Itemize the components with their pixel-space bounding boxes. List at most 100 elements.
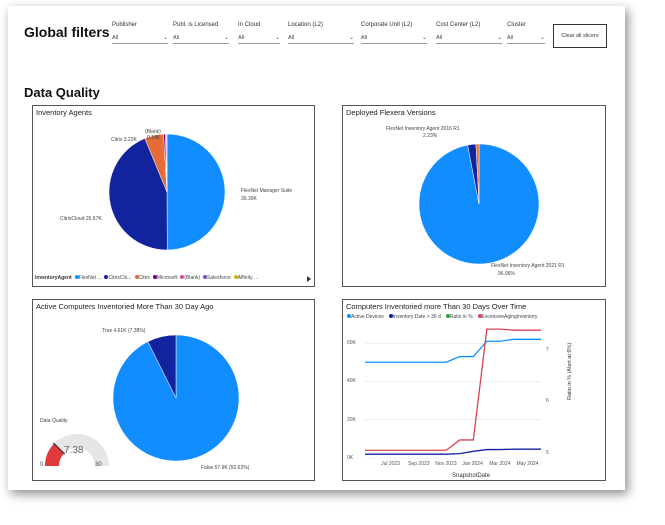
filter-0[interactable]: Publisher All ⌄ xyxy=(112,22,168,44)
filter-1[interactable]: Publ. is Licensed All ⌄ xyxy=(173,22,229,44)
pie-slice[interactable] xyxy=(475,143,480,205)
label-citrix: Citrix 3.22K xyxy=(111,137,137,143)
legend-label: Salesforce xyxy=(207,275,231,281)
legend-next-icon[interactable] xyxy=(306,276,312,282)
x-tick-label: Jul 2023 xyxy=(381,461,400,467)
filter-label: Cluster xyxy=(507,22,527,28)
chevron-down-icon: ⌄ xyxy=(162,35,168,41)
filter-value: All xyxy=(112,34,119,41)
legend-item[interactable]: Microsoft xyxy=(152,275,178,281)
filter-4[interactable]: Corporate Unit (L2) All ⌄ xyxy=(361,22,427,44)
filter-dropdown[interactable]: All ⌄ xyxy=(436,32,502,44)
x-tick-label: Jan 2024 xyxy=(462,461,483,467)
gauge-min: 0 xyxy=(40,462,44,468)
y-tick-label: 40K xyxy=(347,378,356,385)
label-2016-value: 2.23% xyxy=(423,133,438,139)
label-2021-value: 96.96% xyxy=(498,271,515,277)
filter-6[interactable]: Cluster All ⌄ xyxy=(507,22,545,44)
legend-dot xyxy=(180,275,185,279)
legend-item[interactable]: CitrixClo... xyxy=(104,275,132,281)
legend-dot xyxy=(347,314,351,318)
legend-item[interactable]: Affinity ... xyxy=(233,275,259,281)
filter-label: Location (L2) xyxy=(288,22,324,28)
filter-2[interactable]: In Cloud All ⌄ xyxy=(238,22,280,44)
filter-value: All xyxy=(173,34,180,41)
legend-label: Affinity ... xyxy=(237,275,259,281)
legend-dot xyxy=(388,314,393,318)
gauge-value: 7.38 xyxy=(64,445,84,456)
legend-item[interactable]: Salesforce xyxy=(203,275,231,281)
clear-all-slicers-button[interactable]: Clear all slicers xyxy=(553,24,607,48)
gauge-max: 30 xyxy=(95,462,102,468)
over-time-panel: Computers Inventoried more Than 30 Days … xyxy=(342,299,606,481)
filter-3[interactable]: Location (L2) All ⌄ xyxy=(288,22,354,44)
active-computers-pie xyxy=(112,334,240,462)
series-line[interactable] xyxy=(365,328,541,451)
legend-label: Ratio in % xyxy=(449,314,473,320)
y-tick-label: 20K xyxy=(347,416,356,423)
x-tick-label: May 2024 xyxy=(516,461,539,467)
over-time-line-chart xyxy=(365,328,541,459)
filter-value: All xyxy=(238,34,245,41)
filter-dropdown[interactable]: All ⌄ xyxy=(112,32,168,44)
filter-dropdown[interactable]: All ⌄ xyxy=(238,32,280,44)
legend-label: (Blank) xyxy=(184,275,201,281)
legend-item[interactable]: Active Devices xyxy=(347,314,384,320)
label-2021: FlexNet Inventory Agent 2021 R1 xyxy=(491,263,565,269)
section-title: Data Quality xyxy=(24,85,100,100)
legend-item[interactable]: Citrix xyxy=(134,275,150,281)
series-line[interactable] xyxy=(365,338,541,363)
legend-item[interactable]: (Blank) xyxy=(180,275,200,281)
filter-value: All xyxy=(288,34,295,41)
label-flexnet: FlexNet Manager Suite xyxy=(241,188,293,194)
legend-item[interactable]: Inventory Date > 30 d xyxy=(388,314,441,320)
global-filters-title: Global filters xyxy=(24,24,110,40)
legend-item[interactable]: ExcessiveAgingInventory xyxy=(477,314,538,320)
filter-value: All xyxy=(361,34,368,41)
pie-slice[interactable] xyxy=(166,133,168,193)
inventory-agents-legend: InventoryAgent FlexNet ... CitrixClo... Ci… xyxy=(35,275,258,281)
legend-dot xyxy=(233,275,238,279)
filter-label: Corporate Unit (L2) xyxy=(361,22,413,28)
x-axis-label: SnapshotDate xyxy=(452,473,491,479)
legend-dot xyxy=(445,314,450,318)
active-computers-panel: Active Computers Inventoried More Than 3… xyxy=(32,299,315,481)
panel-title: Computers Inventoried more Than 30 Days … xyxy=(346,302,527,311)
legend-item[interactable]: Ratio in % xyxy=(445,314,473,320)
label-false: False 57.9K (92.62%) xyxy=(201,465,250,471)
panel-title: Deployed Flexera Versions xyxy=(346,108,436,117)
filter-5[interactable]: Cost Center (L2) All ⌄ xyxy=(436,22,502,44)
gauge-title: Data Quality xyxy=(40,418,68,424)
series-line[interactable] xyxy=(365,448,541,455)
inventory-agents-pie xyxy=(108,133,226,251)
x-tick-label: Nov 2023 xyxy=(435,461,457,467)
panel-title: Active Computers Inventoried More Than 3… xyxy=(36,302,214,311)
filter-dropdown[interactable]: All ⌄ xyxy=(288,32,354,44)
legend-dot xyxy=(203,275,208,279)
filter-dropdown[interactable]: All ⌄ xyxy=(361,32,427,44)
data-quality-gauge xyxy=(45,434,109,466)
y-tick-label: 0K xyxy=(347,455,354,461)
pie-slice[interactable] xyxy=(147,334,177,399)
chevron-down-icon: ⌄ xyxy=(539,35,545,41)
filter-dropdown[interactable]: All ⌄ xyxy=(507,32,545,44)
pie-slice[interactable] xyxy=(108,138,168,251)
label-citrixcloud: CitrixCloud 26.67K xyxy=(60,216,102,222)
legend-item[interactable]: FlexNet ... xyxy=(74,275,101,281)
deployed-versions-panel: Deployed Flexera Versions FlexNet Invent… xyxy=(342,105,606,287)
filter-dropdown[interactable]: All ⌄ xyxy=(173,32,229,44)
legend-label: Microsoft xyxy=(156,275,178,281)
filter-label: Publisher xyxy=(112,22,138,28)
chevron-down-icon: ⌄ xyxy=(223,35,229,41)
y-tick-label: 60K xyxy=(347,340,356,347)
chevron-down-icon: ⌄ xyxy=(421,35,427,41)
legend-label: ExcessiveAgingInventory xyxy=(481,314,538,320)
gauge-track xyxy=(45,434,109,466)
pie-slice[interactable] xyxy=(166,133,226,251)
legend-dot xyxy=(477,314,482,318)
legend-title: InventoryAgent xyxy=(35,275,72,281)
legend-dot xyxy=(134,275,139,279)
inventory-agents-panel: Inventory Agents (Blank) 0.18K Citrix 3.… xyxy=(32,105,315,287)
legend-dot xyxy=(152,275,157,279)
label-blank-value: 0.18K xyxy=(147,135,161,141)
